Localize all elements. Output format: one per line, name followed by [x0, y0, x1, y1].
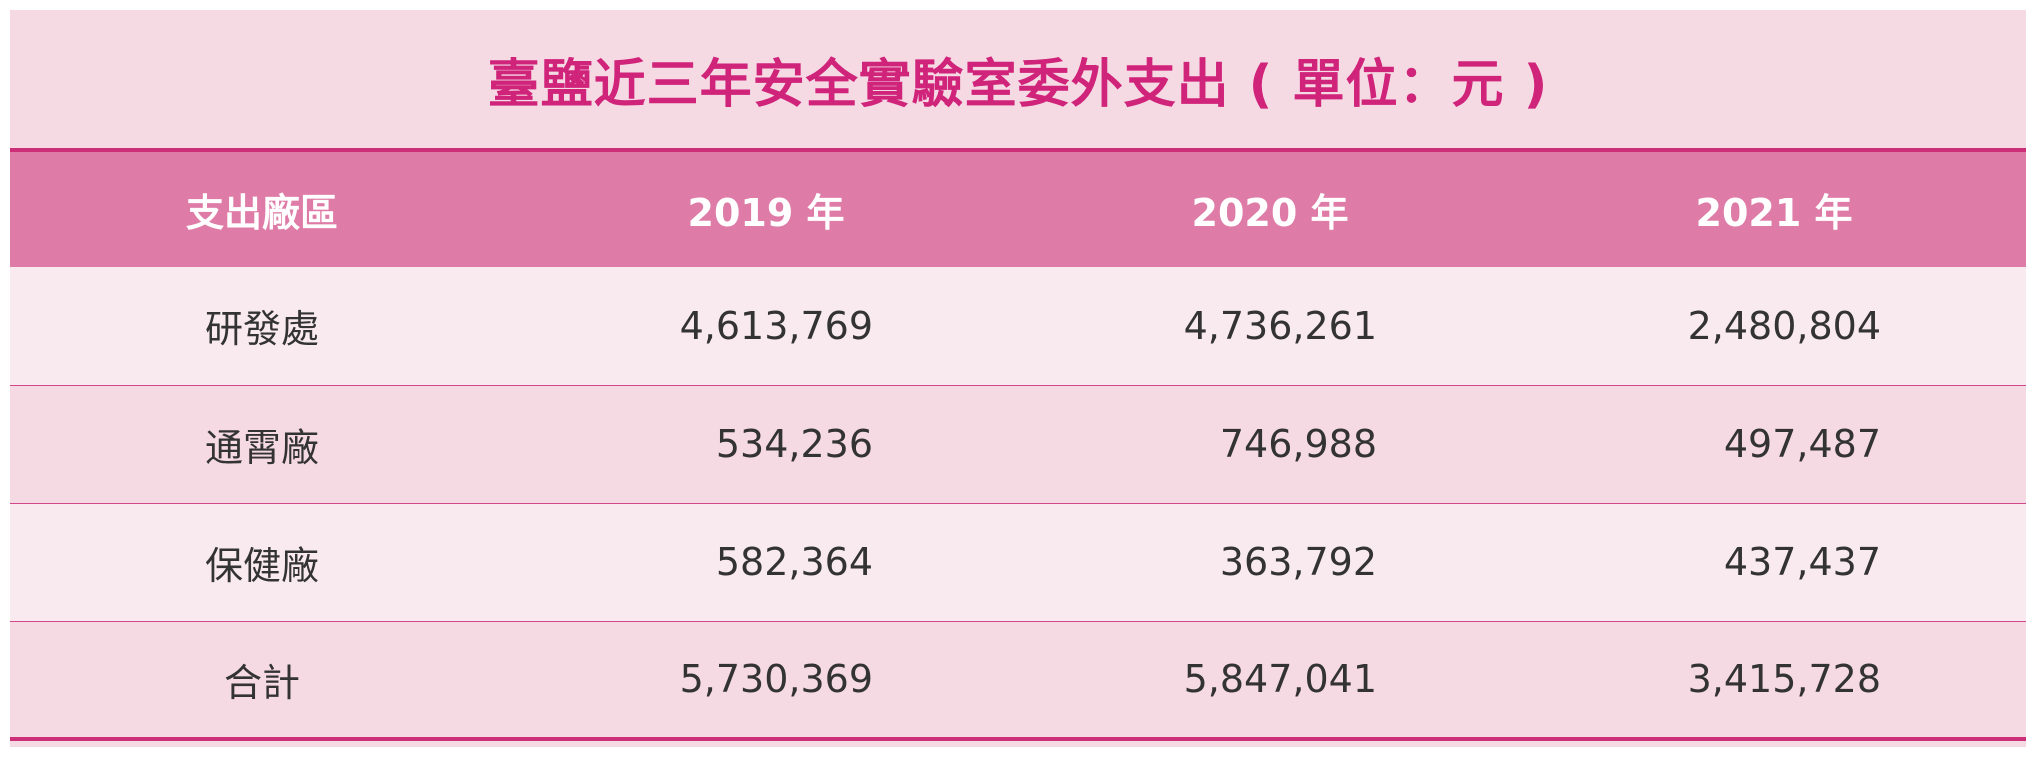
column-header-2021: 2021 年	[1695, 191, 1853, 235]
title-divider	[10, 148, 2026, 152]
table-row: 研發處 4,613,769 4,736,261 2,480,804	[10, 267, 2026, 385]
cell-value: 363,792	[1219, 540, 1377, 584]
cell-value: 582,364	[715, 540, 873, 584]
row-label: 通霄廠	[204, 425, 319, 470]
cell-value: 437,437	[1723, 540, 1881, 584]
row-label: 保健廠	[204, 543, 319, 588]
cell-value: 497,487	[1723, 422, 1881, 466]
cell-value: 746,988	[1219, 422, 1377, 466]
total-value: 5,847,041	[1183, 657, 1377, 702]
column-header-area: 支出廠區	[185, 191, 338, 235]
column-header-2020: 2020 年	[1191, 191, 1349, 235]
cell-value: 2,480,804	[1687, 303, 1881, 348]
column-header-2019: 2019 年	[687, 191, 845, 235]
total-value: 5,730,369	[679, 657, 873, 702]
total-value: 3,415,728	[1687, 657, 1881, 702]
row-label: 研發處	[204, 307, 319, 352]
table-row: 通霄廠 534,236 746,988 497,487	[10, 385, 2026, 503]
expense-table: 支出廠區 2019 年 2020 年 2021 年 研發處 4,613,769 …	[10, 152, 2026, 741]
table-title: 臺鹽近三年安全實驗室委外支出 ( 單位：元 )	[487, 54, 1549, 115]
total-label: 合計	[223, 660, 300, 705]
cell-value: 4,736,261	[1183, 303, 1377, 348]
table-row: 保健廠 582,364 363,792 437,437	[10, 503, 2026, 621]
total-row: 合計 5,730,369 5,847,041 3,415,728	[10, 621, 2026, 739]
header-row: 支出廠區 2019 年 2020 年 2021 年	[10, 152, 2026, 267]
cell-value: 4,613,769	[679, 303, 873, 348]
expense-table-panel: 臺鹽近三年安全實驗室委外支出 ( 單位：元 ) 支出廠區 2019 年 2020…	[10, 10, 2026, 747]
cell-value: 534,236	[715, 422, 873, 466]
